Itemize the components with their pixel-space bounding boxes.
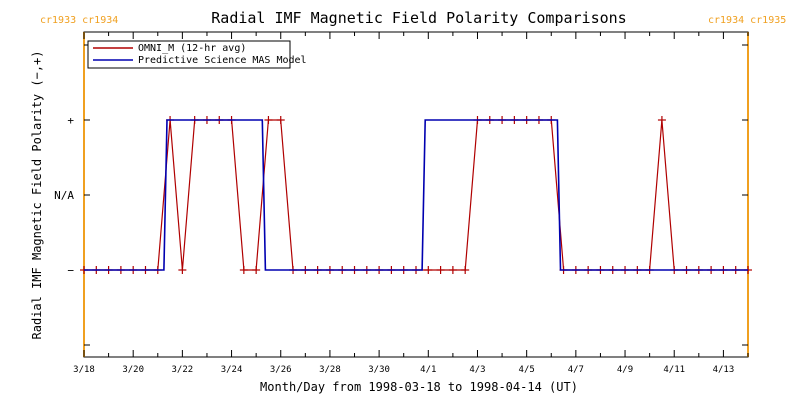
y-axis-label: Radial IMF Magnetic Field Polarity (−,+) bbox=[30, 51, 44, 340]
carrington-marker-labels: cr1933 cr1934 cr1934 cr1935 bbox=[40, 15, 786, 26]
x-tick-label-12: 4/11 bbox=[663, 365, 685, 375]
legend: OMNI_M (12-hr avg) Predictive Science MA… bbox=[87, 40, 307, 69]
series-line-1 bbox=[84, 119, 748, 271]
x-tick-label-9: 4/5 bbox=[519, 365, 535, 375]
series-0-point-8 bbox=[178, 266, 187, 274]
x-tick-label-13: 4/13 bbox=[713, 365, 735, 375]
x-tick-label-1: 3/20 bbox=[122, 365, 144, 375]
x-tick-label-3: 3/24 bbox=[221, 365, 243, 375]
carrington-label-left: cr1933 cr1934 bbox=[40, 15, 118, 26]
carrington-label-right: cr1934 cr1935 bbox=[708, 15, 786, 26]
series-0-point-30 bbox=[448, 266, 457, 274]
series-0-point-28 bbox=[424, 266, 433, 274]
series-0-point-13 bbox=[239, 266, 248, 274]
x-tick-label-4: 3/26 bbox=[270, 365, 292, 375]
x-tick-label-0: 3/18 bbox=[73, 365, 95, 375]
x-tick-label-11: 4/9 bbox=[617, 365, 633, 375]
legend-label-omni: OMNI_M (12-hr avg) bbox=[138, 43, 246, 54]
x-tick-label-2: 3/22 bbox=[172, 365, 194, 375]
x-tick-label-5: 3/28 bbox=[319, 365, 341, 375]
series-0-point-14 bbox=[252, 266, 261, 274]
y-tick-label-1: N/A bbox=[54, 189, 74, 202]
legend-box bbox=[87, 40, 291, 69]
legend-label-mas: Predictive Science MAS Model bbox=[138, 55, 307, 66]
series-0-point-16 bbox=[276, 116, 285, 124]
series-0-point-47 bbox=[657, 116, 666, 124]
x-tick-label-10: 4/7 bbox=[568, 365, 584, 375]
x-tick-label-6: 3/30 bbox=[368, 365, 390, 375]
x-tick-label-8: 4/3 bbox=[469, 365, 485, 375]
series-layer bbox=[80, 116, 752, 274]
series-0-point-15 bbox=[264, 116, 273, 124]
x-axis: 3/18 3/20 3/22 3/24 3/26 3/28 3/30 4/1 4/3 4/5 4/7… bbox=[73, 32, 749, 375]
x-axis-label: Month/Day from 1998-03-18 to 1998-04-14 … bbox=[260, 380, 578, 394]
x-tick-label-7: 4/1 bbox=[420, 365, 436, 375]
y-tick-label-2: − bbox=[67, 264, 74, 277]
chart-title: Radial IMF Magnetic Field Polarity Compa… bbox=[211, 9, 626, 27]
series-0-point-29 bbox=[436, 266, 445, 274]
y-tick-label-0: + bbox=[67, 114, 74, 127]
series-0-point-31 bbox=[461, 266, 470, 274]
